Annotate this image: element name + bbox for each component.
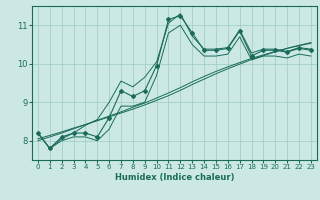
X-axis label: Humidex (Indice chaleur): Humidex (Indice chaleur): [115, 173, 234, 182]
